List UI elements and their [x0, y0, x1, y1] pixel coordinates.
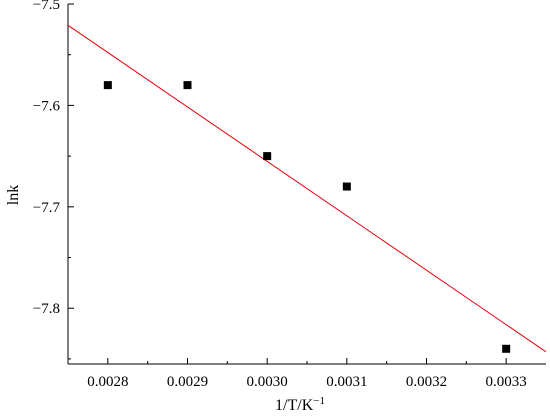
axes: [67, 4, 546, 365]
x-tick-label: 0.0033: [486, 374, 527, 390]
x-tick-label: 0.0032: [406, 374, 447, 390]
data-point: [342, 182, 351, 191]
x-axis-title-exponent: −1: [313, 395, 325, 407]
x-axis-ticks: 0.0028 0.0029 0.0030 0.0031 0.0032 0.0033: [87, 358, 527, 390]
y-tick-label: −7.6: [33, 98, 61, 114]
x-axis-title: 1/T/K−1: [275, 395, 325, 414]
x-tick-label: 0.0028: [87, 374, 128, 390]
y-tick-label: −7.8: [33, 301, 60, 317]
data-point: [502, 344, 511, 353]
x-tick-label: 0.0029: [167, 374, 208, 390]
y-axis-title: lnk: [5, 185, 22, 205]
x-tick-label: 0.0030: [247, 374, 288, 390]
data-point: [263, 152, 272, 161]
fit-line-group: [67, 24, 547, 353]
y-tick-label: −7.5: [33, 0, 60, 13]
y-tick-label: −7.7: [33, 200, 61, 216]
y-axis-ticks: −7.5 −7.6 −7.7 −7.8: [33, 0, 74, 360]
data-point: [103, 81, 112, 90]
fit-line: [67, 24, 547, 353]
x-axis-title-main: 1/T/K: [275, 397, 314, 414]
x-tick-label: 0.0031: [326, 374, 367, 390]
data-point: [183, 81, 192, 90]
data-points: [103, 81, 511, 353]
